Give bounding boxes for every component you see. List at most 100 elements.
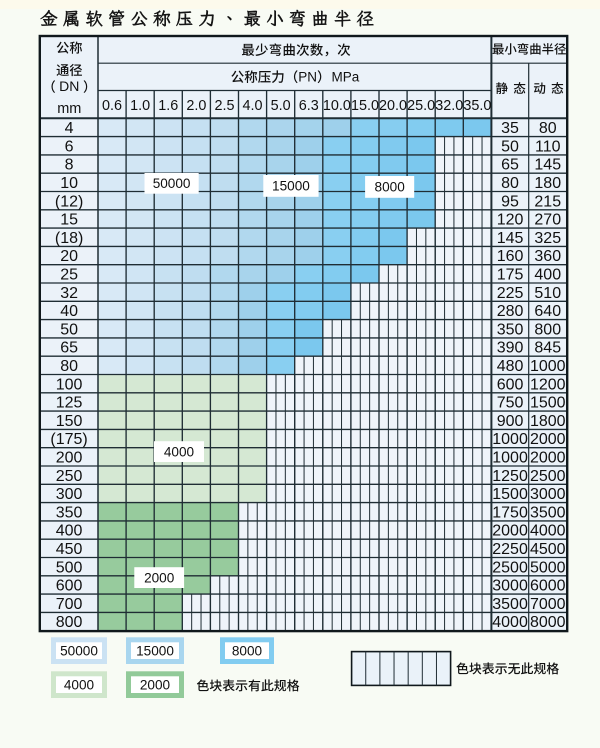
svg-text:0.6: 0.6 bbox=[102, 98, 122, 114]
svg-text:50000: 50000 bbox=[153, 176, 191, 191]
svg-text:1750: 1750 bbox=[492, 504, 528, 521]
svg-text:400: 400 bbox=[56, 523, 83, 540]
svg-text:2000: 2000 bbox=[144, 570, 175, 585]
svg-text:8000: 8000 bbox=[530, 614, 566, 631]
svg-text:5.0: 5.0 bbox=[271, 98, 291, 114]
svg-text:3000: 3000 bbox=[530, 486, 566, 503]
svg-text:1.0: 1.0 bbox=[130, 98, 150, 114]
svg-text:6.3: 6.3 bbox=[299, 98, 319, 114]
svg-text:4: 4 bbox=[65, 120, 74, 137]
svg-text:15000: 15000 bbox=[136, 643, 174, 658]
svg-text:600: 600 bbox=[56, 578, 83, 595]
svg-text:510: 510 bbox=[534, 285, 561, 302]
svg-text:100: 100 bbox=[56, 376, 83, 393]
svg-text:2000: 2000 bbox=[492, 523, 528, 540]
svg-text:25.0: 25.0 bbox=[407, 98, 435, 114]
svg-text:20.0: 20.0 bbox=[379, 98, 407, 114]
svg-text:280: 280 bbox=[497, 303, 524, 320]
svg-text:110: 110 bbox=[535, 138, 561, 155]
svg-text:8000: 8000 bbox=[232, 643, 263, 658]
svg-text:mm: mm bbox=[57, 101, 81, 117]
svg-text:360: 360 bbox=[534, 248, 561, 265]
svg-text:700: 700 bbox=[56, 596, 83, 613]
svg-text:175: 175 bbox=[497, 266, 524, 283]
svg-text:225: 225 bbox=[497, 285, 524, 302]
svg-text:215: 215 bbox=[534, 193, 561, 210]
svg-text:4000: 4000 bbox=[492, 614, 528, 631]
svg-text:3500: 3500 bbox=[492, 596, 528, 613]
svg-text:35.0: 35.0 bbox=[463, 98, 491, 114]
svg-text:120: 120 bbox=[497, 212, 524, 229]
svg-text:500: 500 bbox=[56, 559, 83, 576]
svg-text:35: 35 bbox=[501, 120, 519, 137]
svg-text:95: 95 bbox=[501, 193, 519, 210]
svg-text:7000: 7000 bbox=[530, 596, 566, 613]
svg-text:350: 350 bbox=[56, 504, 83, 521]
svg-text:3500: 3500 bbox=[530, 504, 566, 521]
svg-text:80: 80 bbox=[60, 358, 78, 375]
svg-text:750: 750 bbox=[497, 395, 524, 412]
svg-text:10: 10 bbox=[60, 175, 78, 192]
svg-text:4.0: 4.0 bbox=[243, 98, 263, 114]
svg-text:20: 20 bbox=[60, 248, 78, 265]
svg-text:25: 25 bbox=[60, 266, 78, 283]
svg-text:6: 6 bbox=[65, 138, 74, 155]
svg-text:50: 50 bbox=[60, 321, 78, 338]
svg-text:640: 640 bbox=[534, 303, 561, 320]
svg-text:1000: 1000 bbox=[492, 449, 528, 466]
svg-text:145: 145 bbox=[497, 230, 524, 247]
svg-text:50: 50 bbox=[501, 138, 519, 155]
svg-text:8000: 8000 bbox=[375, 180, 406, 195]
svg-text:15: 15 bbox=[60, 212, 78, 229]
svg-text:390: 390 bbox=[497, 340, 524, 357]
svg-text:2000: 2000 bbox=[140, 677, 171, 692]
svg-text:PN: PN bbox=[298, 69, 317, 84]
svg-text:1500: 1500 bbox=[492, 486, 528, 503]
svg-text:300: 300 bbox=[56, 486, 83, 503]
svg-text:4500: 4500 bbox=[530, 541, 566, 558]
svg-text:160: 160 bbox=[497, 248, 524, 265]
svg-text:845: 845 bbox=[534, 340, 561, 357]
svg-text:(12): (12) bbox=[55, 193, 83, 210]
svg-text:2500: 2500 bbox=[530, 468, 566, 485]
svg-text:2500: 2500 bbox=[492, 559, 528, 576]
svg-text:450: 450 bbox=[56, 541, 83, 558]
svg-text:2250: 2250 bbox=[492, 541, 528, 558]
svg-text:10.0: 10.0 bbox=[323, 98, 351, 114]
svg-text:50000: 50000 bbox=[60, 643, 98, 658]
svg-text:MPa: MPa bbox=[331, 69, 359, 84]
svg-text:8: 8 bbox=[65, 157, 74, 174]
svg-text:125: 125 bbox=[56, 395, 83, 412]
svg-text:65: 65 bbox=[501, 157, 519, 174]
svg-text:600: 600 bbox=[497, 376, 524, 393]
svg-text:4000: 4000 bbox=[164, 444, 195, 459]
svg-text:5000: 5000 bbox=[530, 559, 566, 576]
svg-text:270: 270 bbox=[534, 212, 561, 229]
svg-text:80: 80 bbox=[539, 120, 557, 137]
svg-text:65: 65 bbox=[60, 340, 78, 357]
svg-text:180: 180 bbox=[534, 175, 561, 192]
svg-text:800: 800 bbox=[534, 321, 561, 338]
svg-text:800: 800 bbox=[56, 614, 83, 631]
svg-text:32.0: 32.0 bbox=[435, 98, 463, 114]
svg-text:400: 400 bbox=[534, 266, 561, 283]
svg-text:6000: 6000 bbox=[530, 578, 566, 595]
svg-text:200: 200 bbox=[56, 449, 83, 466]
svg-text:2.0: 2.0 bbox=[186, 98, 206, 114]
svg-text:2000: 2000 bbox=[530, 449, 566, 466]
svg-text:(18): (18) bbox=[55, 230, 83, 247]
svg-text:145: 145 bbox=[534, 157, 561, 174]
svg-text:350: 350 bbox=[497, 321, 524, 338]
svg-text:(175): (175) bbox=[50, 431, 87, 448]
svg-text:4000: 4000 bbox=[64, 677, 95, 692]
svg-text:900: 900 bbox=[497, 413, 524, 430]
svg-text:2.5: 2.5 bbox=[214, 98, 234, 114]
svg-text:32: 32 bbox=[60, 285, 78, 302]
svg-text:3000: 3000 bbox=[492, 578, 528, 595]
svg-text:1000: 1000 bbox=[530, 358, 566, 375]
svg-text:1800: 1800 bbox=[530, 413, 566, 430]
svg-text:80: 80 bbox=[501, 175, 519, 192]
svg-text:150: 150 bbox=[56, 413, 83, 430]
svg-text:325: 325 bbox=[534, 230, 561, 247]
svg-text:2000: 2000 bbox=[530, 431, 566, 448]
